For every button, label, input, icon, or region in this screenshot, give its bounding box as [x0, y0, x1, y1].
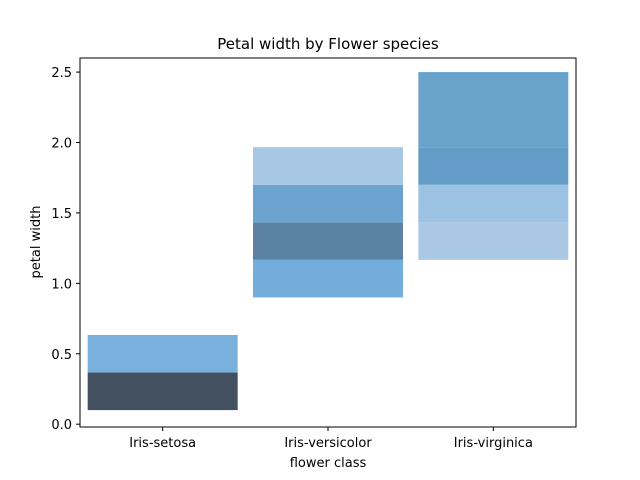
y-tick-label: 0.5: [51, 348, 72, 363]
y-tick-label: 1.0: [51, 277, 72, 292]
y-tick-label: 0.0: [51, 418, 72, 433]
heatmap-bin-iris-versicolor-5: [253, 147, 403, 185]
heatmap-bin-iris-versicolor-2: [253, 259, 403, 298]
heatmap-bin-iris-virginica-6: [418, 222, 569, 260]
heatmap-bins: [87, 72, 569, 411]
heatmap-bin-iris-versicolor-3: [253, 222, 403, 260]
x-tick-label-iris-versicolor: Iris-versicolor: [284, 436, 372, 451]
heatmap-bin-iris-setosa-0: [87, 372, 238, 411]
x-tick-label-iris-virginica: Iris-virginica: [454, 436, 533, 451]
y-axis-label: petal width: [29, 206, 44, 279]
y-tick-label: 2.5: [51, 66, 72, 81]
heatmap-bin-iris-virginica-7: [418, 184, 569, 223]
x-tick-label-iris-setosa: Iris-setosa: [129, 436, 196, 451]
chart-title: Petal width by Flower species: [217, 35, 439, 53]
heatmap-bin-iris-virginica-9: [418, 72, 569, 148]
heatmap-bin-iris-virginica-8: [418, 147, 569, 185]
heatmap-bin-iris-setosa-1: [87, 334, 238, 373]
y-tick-label: 1.5: [51, 207, 72, 222]
x-axis-label: flower class: [290, 456, 367, 471]
y-tick-label: 2.0: [51, 137, 72, 152]
axes: 0.0 0.5 1.0 1.5 2.0 2.5 Iris-setosa Iris-versic…: [51, 57, 577, 451]
heatmap-bin-iris-versicolor-4: [253, 184, 403, 223]
